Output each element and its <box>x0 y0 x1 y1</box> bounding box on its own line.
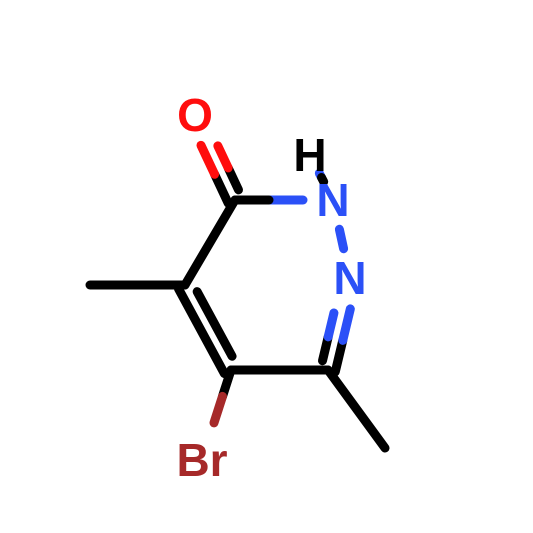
atom-label-br: Br <box>176 434 227 486</box>
atom-label-n: N <box>316 174 349 226</box>
molecule-diagram: OBrNNH <box>0 0 533 533</box>
atom-label-o: O <box>177 89 213 141</box>
atom-label-h: H <box>293 129 326 181</box>
atom-label-n: N <box>333 252 366 304</box>
